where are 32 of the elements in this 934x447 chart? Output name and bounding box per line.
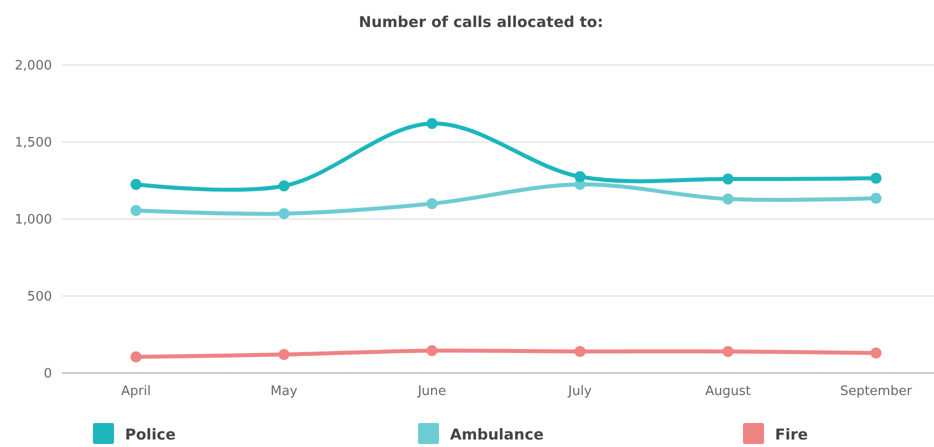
x-tick-label: September xyxy=(840,384,913,399)
x-tick-label: July xyxy=(567,384,592,399)
point xyxy=(278,208,290,220)
point xyxy=(574,171,586,182)
point xyxy=(426,198,438,210)
point xyxy=(130,205,142,216)
y-tick-label: 1,000 xyxy=(14,212,52,228)
y-tick-label: 1,500 xyxy=(14,136,52,151)
x-tick-label: April xyxy=(121,384,151,399)
point xyxy=(870,192,882,204)
chart-title: Number of calls allocated to: xyxy=(358,13,604,31)
legend-label: Fire xyxy=(775,425,808,444)
point xyxy=(278,180,290,192)
x-tick-label: June xyxy=(416,384,446,399)
x-tick-label: August xyxy=(705,384,751,399)
legend-label: Police xyxy=(125,425,176,444)
point xyxy=(722,346,734,357)
point xyxy=(722,193,734,204)
point xyxy=(722,173,734,184)
y-tick-label: 2,000 xyxy=(14,58,52,74)
legend-label: Ambulance xyxy=(450,425,544,444)
point xyxy=(426,118,438,130)
point xyxy=(130,351,142,362)
x-tick-label: May xyxy=(270,384,298,399)
point xyxy=(574,346,586,357)
point xyxy=(870,172,882,184)
point xyxy=(426,345,438,356)
point xyxy=(130,178,142,190)
y-tick-label: 0 xyxy=(44,366,52,382)
point xyxy=(870,347,882,358)
y-tick-label: 500 xyxy=(27,290,52,305)
point xyxy=(278,349,290,360)
